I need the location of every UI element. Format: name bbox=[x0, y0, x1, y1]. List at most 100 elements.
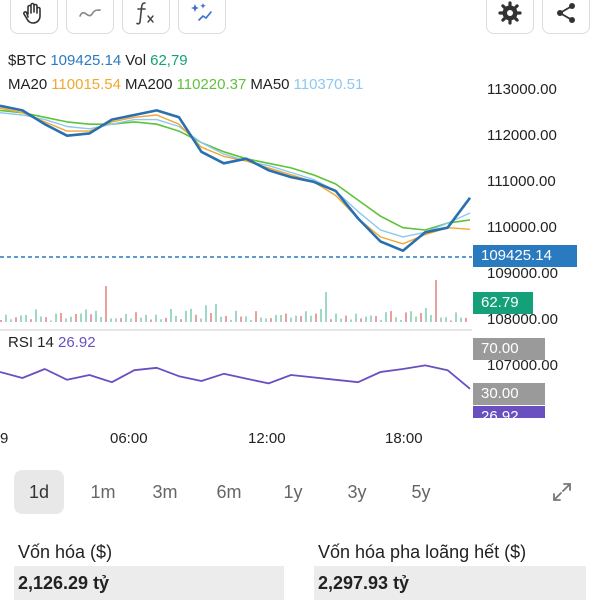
ma20-value: 110015.54 bbox=[51, 76, 121, 93]
volume-bar bbox=[5, 314, 7, 322]
volume-bar bbox=[160, 319, 162, 322]
legend-price: 109425.14 bbox=[50, 52, 122, 69]
line-icon[interactable] bbox=[66, 0, 114, 34]
volume-bar bbox=[315, 313, 317, 322]
volume-bar bbox=[455, 312, 457, 322]
volume-bar bbox=[60, 313, 62, 322]
expand-icon[interactable] bbox=[540, 470, 584, 514]
volume-bar bbox=[410, 311, 412, 322]
y-tick: 109000.00 bbox=[487, 265, 558, 282]
x-tick: 9 bbox=[0, 430, 9, 447]
market-cap-value: 2,126.29 tỷ bbox=[14, 566, 284, 600]
rsi-upper-tag: 70.00 bbox=[473, 338, 545, 360]
volume-bar bbox=[190, 308, 192, 322]
volume-bar bbox=[100, 317, 102, 322]
volume-bars bbox=[0, 280, 467, 322]
price-chart[interactable] bbox=[0, 40, 600, 420]
last-price-tag: 109425.14 bbox=[473, 245, 577, 267]
volume-bar bbox=[90, 314, 92, 322]
volume-bar bbox=[30, 319, 32, 322]
volume-bar bbox=[135, 312, 137, 322]
ma-legend: MA20 110015.54 MA200 110220.37 MA50 110370.51 bbox=[8, 76, 367, 93]
volume-bar bbox=[25, 315, 27, 322]
volume-bar bbox=[395, 317, 397, 322]
settings-icon[interactable] bbox=[486, 0, 534, 34]
volume-bar bbox=[170, 309, 172, 322]
volume-bar bbox=[380, 319, 382, 322]
volume-bar bbox=[140, 317, 142, 322]
price-legend: $BTC 109425.14 Vol 62,79 bbox=[8, 52, 192, 69]
vol-label: Vol bbox=[125, 52, 147, 69]
volume-bar bbox=[355, 313, 357, 322]
timeframe-1y[interactable]: 1y bbox=[283, 482, 303, 502]
rsi-value-tag: 26.92 bbox=[473, 406, 545, 418]
volume-bar bbox=[245, 316, 247, 322]
volume-bar bbox=[465, 317, 467, 322]
volume-bar bbox=[220, 316, 222, 322]
volume-bar bbox=[10, 319, 12, 322]
timeframe-1d[interactable]: 1d bbox=[14, 470, 64, 514]
volume-bar bbox=[255, 311, 257, 322]
volume-bar bbox=[290, 317, 292, 322]
volume-bar bbox=[235, 310, 237, 322]
volume-bar bbox=[300, 316, 302, 322]
volume-bar bbox=[385, 312, 387, 322]
series-line-btc bbox=[0, 104, 472, 252]
volume-bar bbox=[340, 318, 342, 322]
timeframe-selector: 1d 1m 3m 6m 1y 3y 5y bbox=[0, 470, 600, 518]
volume-bar bbox=[265, 318, 267, 322]
volume-bar bbox=[445, 317, 447, 322]
volume-bar bbox=[70, 316, 72, 322]
timeframe-1m[interactable]: 1m bbox=[90, 482, 116, 502]
volume-bar bbox=[430, 315, 432, 322]
volume-bar bbox=[335, 313, 337, 322]
rsi-lower-tag: 30.00 bbox=[473, 383, 545, 405]
volume-bar bbox=[415, 316, 417, 322]
volume-bar bbox=[260, 317, 262, 322]
volume-bar bbox=[320, 309, 322, 322]
timeframe-3y[interactable]: 3y bbox=[347, 482, 367, 502]
ma200-label: MA200 bbox=[124, 76, 173, 93]
volume-bar bbox=[405, 312, 407, 322]
magic-icon[interactable] bbox=[178, 0, 226, 34]
fx-icon[interactable] bbox=[122, 0, 170, 34]
volume-bar bbox=[460, 317, 462, 322]
volume-bar bbox=[125, 314, 127, 322]
volume-bar bbox=[375, 316, 377, 322]
y-tick: 112000.00 bbox=[487, 127, 557, 144]
volume-bar bbox=[110, 318, 112, 322]
timeframe-6m[interactable]: 6m bbox=[216, 482, 242, 502]
volume-bar bbox=[75, 314, 77, 322]
volume-bar bbox=[310, 315, 312, 322]
volume-bar bbox=[0, 320, 2, 322]
volume-bar bbox=[195, 314, 197, 322]
volume-bar bbox=[20, 315, 22, 322]
x-tick: 06:00 bbox=[110, 430, 148, 447]
hand-icon[interactable] bbox=[10, 0, 58, 34]
volume-bar bbox=[150, 319, 152, 322]
volume-bar bbox=[40, 316, 42, 322]
timeframe-5y[interactable]: 5y bbox=[411, 482, 431, 502]
y-tick: 110000.00 bbox=[487, 219, 557, 236]
ma20-label: MA20 bbox=[8, 76, 48, 93]
volume-bar bbox=[95, 310, 97, 322]
volume-bar bbox=[50, 320, 52, 322]
rsi-series-line bbox=[0, 364, 471, 390]
rsi-line bbox=[0, 364, 471, 390]
volume-bar bbox=[200, 318, 202, 322]
share-icon[interactable] bbox=[542, 0, 590, 34]
volume-bar bbox=[65, 318, 67, 322]
series-line-ma20 bbox=[0, 107, 471, 245]
volume-bar bbox=[45, 317, 47, 322]
volume-bar bbox=[215, 304, 217, 322]
y-tick: 111000.00 bbox=[487, 173, 556, 190]
timeframe-3m[interactable]: 3m bbox=[152, 482, 178, 502]
volume-bar bbox=[180, 319, 182, 322]
volume-bar bbox=[365, 316, 367, 322]
volume-bar bbox=[35, 309, 37, 322]
fdv-value: 2,297.93 tỷ bbox=[314, 566, 586, 600]
volume-bar bbox=[165, 317, 167, 322]
volume-bar bbox=[390, 311, 392, 322]
chart-lines bbox=[0, 104, 472, 252]
rsi-label: RSI 14 bbox=[8, 334, 54, 351]
